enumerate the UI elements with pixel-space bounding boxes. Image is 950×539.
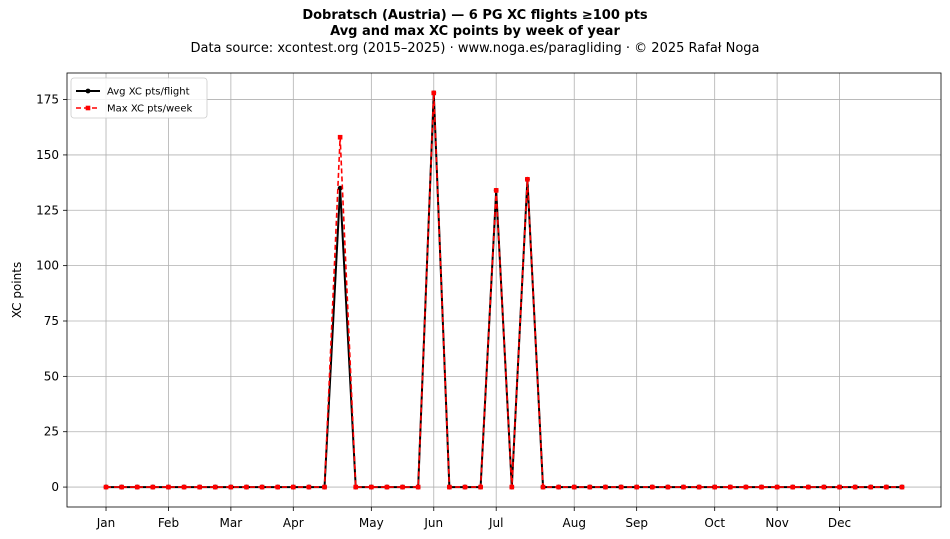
x-tick-label: May <box>359 516 384 530</box>
data-point-series-2 <box>447 484 452 490</box>
y-tick-label: 75 <box>44 314 59 328</box>
legend-marker-2 <box>85 105 91 111</box>
data-point-series-2 <box>852 484 858 490</box>
x-tick-label: Apr <box>283 516 304 530</box>
data-point-series-2 <box>525 176 530 182</box>
data-point-series-2 <box>228 484 234 490</box>
data-point-series-2 <box>899 484 905 490</box>
data-point-series-2 <box>571 484 577 490</box>
data-point-series-2 <box>634 484 639 490</box>
data-point-series-2 <box>166 484 171 490</box>
series-line-2 <box>106 92 902 488</box>
data-point-series-2 <box>259 484 265 490</box>
x-tick-label: Oct <box>704 516 725 530</box>
data-point-series-2 <box>806 484 811 490</box>
data-point-series-2 <box>400 484 405 490</box>
legend: Avg XC pts/flight Max XC pts/week <box>70 77 208 119</box>
y-axis-label: XC points <box>10 262 24 318</box>
data-point-series-2 <box>415 484 421 490</box>
data-point-series-2 <box>665 484 671 490</box>
data-point-series-2 <box>181 484 187 490</box>
data-point-series-1 <box>337 185 343 191</box>
legend-label-2: Max XC pts/week <box>107 104 192 115</box>
y-tick-label: 125 <box>36 203 59 217</box>
x-tick-label: Sep <box>625 516 648 530</box>
data-point-series-2 <box>603 484 608 490</box>
data-point-series-2 <box>837 484 842 490</box>
data-point-series-2 <box>462 484 468 490</box>
data-point-series-2 <box>150 484 156 490</box>
data-point-series-2 <box>291 484 296 490</box>
chart-title-block: Dobratsch (Austria) — 6 PG XC flights ≥1… <box>0 8 950 58</box>
data-point-series-2 <box>790 484 796 490</box>
x-tick-label: Jan <box>96 516 116 530</box>
data-point-series-2 <box>103 484 109 490</box>
data-point-series-2 <box>649 484 655 490</box>
data-point-series-2 <box>212 484 218 490</box>
data-point-series-2 <box>306 484 312 490</box>
data-point-series-2 <box>478 484 483 490</box>
data-point-series-2 <box>119 484 124 490</box>
data-point-series-2 <box>275 484 280 490</box>
x-tick-label: Feb <box>158 516 179 530</box>
data-point-series-2 <box>587 484 593 490</box>
x-tick-label: Aug <box>563 516 586 530</box>
y-tick-label: 150 <box>36 148 59 162</box>
data-point-series-2 <box>134 484 140 490</box>
data-point-series-2 <box>696 484 702 490</box>
x-tick-label: Jun <box>423 516 443 530</box>
x-tick-label: Mar <box>220 516 243 530</box>
y-tick-label: 100 <box>36 259 59 273</box>
data-point-series-2 <box>244 484 249 490</box>
data-point-series-2 <box>384 484 390 490</box>
data-point-series-2 <box>509 484 515 490</box>
data-point-series-2 <box>712 484 717 490</box>
data-point-series-2 <box>618 484 624 490</box>
data-point-series-2 <box>369 484 374 490</box>
plot-frame <box>66 72 942 508</box>
data-point-series-2 <box>540 484 546 490</box>
data-point-series-2 <box>556 484 561 490</box>
x-tick-label: Jul <box>488 516 503 530</box>
x-tick-label: Dec <box>828 516 851 530</box>
data-point-series-2 <box>493 188 499 193</box>
legend-label-1: Avg XC pts/flight <box>107 87 190 98</box>
chart-title: Dobratsch (Austria) — 6 PG XC flights ≥1… <box>302 8 648 23</box>
data-point-series-2 <box>868 484 874 490</box>
data-point-series-2 <box>774 484 780 490</box>
data-point-series-2 <box>821 484 827 490</box>
data-point-series-2 <box>322 484 327 490</box>
y-tick-label: 0 <box>51 480 59 494</box>
data-point-series-2 <box>197 484 202 490</box>
data-point-series-2 <box>759 484 764 490</box>
data-point-series-2 <box>743 484 749 490</box>
data-point-series-2 <box>337 134 343 140</box>
x-tick-label: Nov <box>765 516 788 530</box>
chart-subtitle: Avg and max XC points by week of year <box>330 24 620 39</box>
series-line-1 <box>106 91 902 489</box>
data-point-series-2 <box>884 484 889 490</box>
data-point-series-2 <box>353 484 359 490</box>
legend-box <box>70 77 208 119</box>
data-point-series-2 <box>728 484 733 490</box>
data-point-series-2 <box>431 90 437 96</box>
legend-marker-1 <box>85 88 91 94</box>
y-tick-label: 175 <box>36 93 59 107</box>
y-tick-label: 50 <box>44 369 59 383</box>
data-point-series-2 <box>681 484 686 490</box>
chart-source: Data source: xcontest.org (2015–2025) · … <box>190 41 760 56</box>
y-tick-label: 25 <box>44 425 59 439</box>
